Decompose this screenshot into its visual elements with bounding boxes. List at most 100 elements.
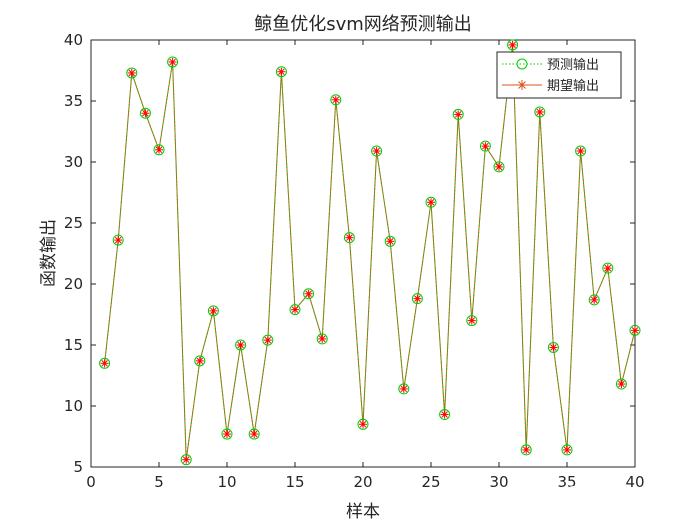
- expected-point: [155, 145, 163, 154]
- expected-point: [277, 67, 286, 76]
- expected-point: [467, 316, 476, 325]
- predicted-point: [262, 334, 274, 346]
- x-tick-label: 10: [217, 473, 236, 491]
- y-tick-label: 20: [64, 275, 83, 293]
- expected-point: [168, 57, 177, 66]
- legend-label-expected: 期望输出: [547, 78, 599, 94]
- expected-point: [495, 162, 503, 171]
- watermark-line1: 天天Matlab: [585, 486, 661, 502]
- expected-point: [399, 384, 408, 393]
- expected-point: [481, 142, 490, 151]
- expected-point: [236, 341, 245, 349]
- predicted-point: [316, 333, 328, 345]
- predicted-point: [588, 294, 600, 306]
- predicted-point: [534, 106, 546, 118]
- expected-point: [359, 420, 367, 429]
- y-tick-label: 10: [64, 397, 83, 415]
- expected-point: [345, 233, 354, 242]
- legend-circle-marker: [516, 58, 528, 70]
- predicted-point: [99, 357, 111, 369]
- predicted-point: [547, 341, 559, 353]
- legend-label-predicted: 预测输出: [547, 57, 599, 73]
- y-tick-label: 30: [64, 153, 83, 171]
- expected-point: [318, 334, 327, 343]
- expected-point: [304, 289, 313, 298]
- expected-point: [590, 295, 599, 304]
- predicted-point: [507, 39, 519, 51]
- predicted-point: [180, 454, 192, 466]
- expected-point: [631, 326, 639, 335]
- predicted-point: [411, 293, 423, 305]
- y-tick-label: 40: [64, 31, 83, 49]
- predicted-point: [398, 383, 410, 395]
- predicted-point: [303, 288, 315, 300]
- predicted-point: [384, 235, 396, 247]
- predicted-point: [439, 409, 451, 421]
- expected-point: [535, 107, 544, 116]
- expected-point: [291, 305, 299, 314]
- expected-point: [100, 359, 109, 368]
- predicted-point: [493, 161, 505, 173]
- x-axis-title: 样本: [346, 502, 380, 522]
- predicted-point: [479, 140, 491, 152]
- predicted-point: [139, 107, 151, 119]
- expected-point: [127, 68, 136, 77]
- series-line-predicted: [104, 44, 636, 460]
- predicted-point: [194, 355, 206, 367]
- expected-point: [413, 294, 422, 303]
- expected-point: [617, 380, 626, 389]
- predicted-point: [452, 108, 464, 120]
- predicted-point: [561, 444, 573, 456]
- predicted-point: [126, 67, 138, 79]
- expected-point: [372, 147, 381, 156]
- watermark-line2: @稀土掘金技术社区: [562, 505, 679, 521]
- predicted-point: [275, 66, 287, 78]
- predicted-point: [466, 315, 478, 327]
- predicted-point: [221, 428, 233, 440]
- series-markers: [99, 39, 641, 466]
- expected-point: [209, 306, 218, 315]
- x-tick-label: 30: [489, 473, 508, 491]
- x-tick-label: 0: [86, 473, 96, 491]
- predicted-point: [167, 56, 179, 68]
- predicted-point: [343, 232, 355, 244]
- expected-point: [182, 455, 191, 464]
- expected-point: [440, 410, 449, 419]
- expected-point: [114, 236, 123, 245]
- expected-point: [386, 237, 395, 246]
- y-tick-label: 15: [64, 336, 83, 354]
- expected-point: [263, 336, 272, 345]
- expected-point: [427, 198, 435, 207]
- predicted-point: [425, 196, 437, 208]
- expected-point: [250, 430, 259, 439]
- watermark: 天天Matlab @稀土掘金技术社区: [562, 486, 679, 521]
- chart-title: 鲸鱼优化svm网络预测输出: [254, 14, 472, 35]
- expected-point: [331, 95, 340, 104]
- plot-area: [90, 39, 636, 468]
- expected-point: [141, 109, 150, 118]
- expected-point: [563, 445, 571, 454]
- x-tick-label: 40: [625, 473, 644, 491]
- expected-point: [576, 147, 585, 156]
- x-tick-label: 5: [154, 473, 164, 491]
- predicted-point: [153, 144, 165, 156]
- y-tick-label: 25: [64, 214, 83, 232]
- predicted-point: [520, 444, 532, 456]
- predicted-point: [575, 145, 587, 157]
- expected-point: [195, 356, 204, 365]
- predicted-point: [330, 94, 342, 106]
- predicted-point: [602, 262, 614, 274]
- expected-point: [522, 445, 531, 454]
- wechat-icon: [566, 486, 580, 500]
- expected-point: [508, 40, 517, 49]
- x-tick-label: 15: [285, 473, 304, 491]
- predicted-point: [629, 324, 641, 336]
- y-tick-label: 35: [64, 92, 83, 110]
- expected-point: [223, 430, 231, 439]
- predicted-point: [112, 234, 124, 246]
- expected-point: [603, 264, 612, 273]
- predicted-point: [207, 305, 219, 317]
- expected-point: [454, 110, 463, 119]
